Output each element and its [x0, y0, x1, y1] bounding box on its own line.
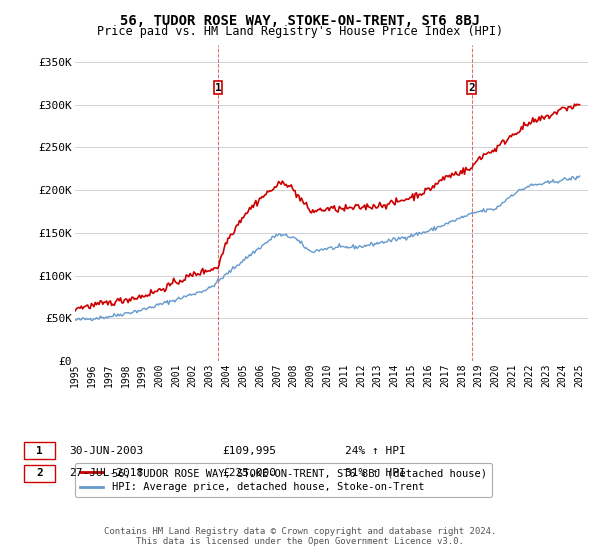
Text: 1: 1 — [215, 82, 221, 92]
Text: 2: 2 — [36, 468, 43, 478]
Text: 31% ↑ HPI: 31% ↑ HPI — [345, 468, 406, 478]
FancyBboxPatch shape — [214, 81, 222, 95]
Text: 56, TUDOR ROSE WAY, STOKE-ON-TRENT, ST6 8BJ: 56, TUDOR ROSE WAY, STOKE-ON-TRENT, ST6 … — [120, 14, 480, 28]
Text: £225,000: £225,000 — [222, 468, 276, 478]
Text: Price paid vs. HM Land Registry's House Price Index (HPI): Price paid vs. HM Land Registry's House … — [97, 25, 503, 38]
Text: 2: 2 — [468, 82, 475, 92]
FancyBboxPatch shape — [467, 81, 476, 95]
Text: 24% ↑ HPI: 24% ↑ HPI — [345, 446, 406, 456]
Text: 27-JUL-2018: 27-JUL-2018 — [69, 468, 143, 478]
Legend: 56, TUDOR ROSE WAY, STOKE-ON-TRENT, ST6 8BJ (detached house), HPI: Average price: 56, TUDOR ROSE WAY, STOKE-ON-TRENT, ST6 … — [75, 463, 492, 497]
Text: 1: 1 — [36, 446, 43, 456]
Text: Contains HM Land Registry data © Crown copyright and database right 2024.
This d: Contains HM Land Registry data © Crown c… — [104, 526, 496, 546]
Text: 30-JUN-2003: 30-JUN-2003 — [69, 446, 143, 456]
Text: £109,995: £109,995 — [222, 446, 276, 456]
